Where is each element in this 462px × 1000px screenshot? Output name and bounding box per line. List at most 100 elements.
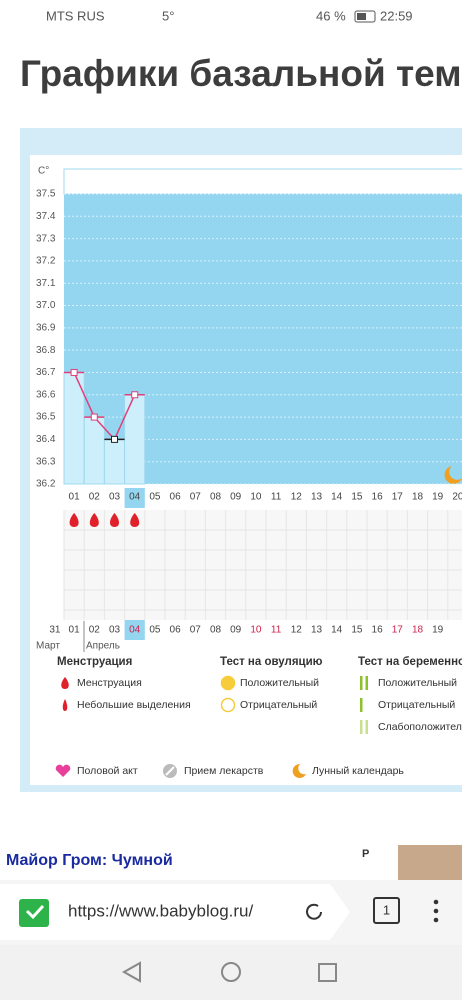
- recents-button[interactable]: [318, 963, 337, 982]
- month-label: Апрель: [86, 641, 120, 652]
- date-label: 16: [372, 625, 384, 636]
- legend-bar: [360, 720, 363, 734]
- y-tick-label: 36.5: [36, 412, 56, 423]
- x-tick-label: 08: [210, 492, 222, 503]
- date-label: 03: [109, 625, 121, 636]
- month-label: Март: [36, 641, 60, 652]
- date-label: 11: [271, 625, 282, 636]
- home-button[interactable]: [221, 962, 241, 982]
- battery-level: 46 %: [316, 8, 346, 23]
- plot-top: [63, 168, 462, 195]
- date-label: 13: [311, 625, 323, 636]
- date-label: 07: [190, 625, 202, 636]
- ad-title[interactable]: Майор Гром: Чумной: [6, 852, 173, 869]
- y-tick-label: 37.4: [36, 211, 56, 222]
- highlight-date: [124, 620, 145, 640]
- date-label: 09: [230, 625, 242, 636]
- date-label: 08: [210, 625, 222, 636]
- legend-item: Слабоположител: [378, 721, 462, 733]
- date-label: 05: [149, 625, 161, 636]
- y-axis-label: C°: [38, 166, 49, 177]
- x-tick-label: 09: [230, 492, 242, 503]
- url-field[interactable]: [0, 884, 350, 940]
- legend-title: Менструация: [57, 656, 132, 668]
- legend-title: Тест на беременно: [358, 656, 462, 668]
- tabs-button[interactable]: [373, 897, 400, 924]
- legend-item: Положительный: [240, 677, 319, 689]
- date-label: 06: [170, 625, 182, 636]
- date-label: 19: [432, 625, 444, 636]
- pill-line: [165, 766, 175, 776]
- y-tick-label: 37.0: [36, 300, 56, 311]
- menu-dot[interactable]: [433, 917, 439, 923]
- menu-dot[interactable]: [433, 908, 439, 914]
- ad-banner[interactable]: [0, 845, 462, 880]
- legend-item: Отрицательный: [378, 699, 455, 711]
- legend-title: Тест на овуляцию: [220, 656, 323, 668]
- nav-bar: [0, 945, 462, 1000]
- date-label: 17: [392, 625, 404, 636]
- heart-icon: [55, 764, 71, 777]
- x-tick-label: 17: [392, 492, 404, 503]
- point: [90, 413, 98, 421]
- date-label: 14: [331, 625, 343, 636]
- x-tick-label: 18: [412, 492, 424, 503]
- date-label: 01: [69, 625, 81, 636]
- temperature-column: [103, 438, 126, 485]
- ad-image[interactable]: [398, 845, 462, 880]
- url[interactable]: https://www.babyblog.ru/: [68, 901, 253, 920]
- menstruation-drop: [89, 513, 99, 527]
- lock-icon: [19, 899, 49, 927]
- legend-extra: Лунный календарь: [312, 765, 404, 777]
- legend-drop: [62, 699, 68, 711]
- carrier: MTS RUS: [46, 8, 105, 23]
- temperature-line: [73, 372, 136, 441]
- x-tick-label: 05: [149, 492, 161, 503]
- legend-drop: [61, 677, 69, 689]
- y-tick-label: 37.1: [36, 278, 56, 289]
- date-label: 12: [291, 625, 303, 636]
- menstruation-drop: [130, 513, 140, 527]
- y-tick-label: 36.9: [36, 322, 56, 333]
- lock-check: [25, 904, 45, 920]
- x-tick-label: 15: [351, 492, 363, 503]
- highlight-day: [124, 488, 145, 508]
- ad-badge: P: [362, 848, 369, 860]
- menstruation-drop: [110, 513, 119, 527]
- back-button[interactable]: [121, 961, 141, 983]
- x-tick-label: 14: [331, 492, 343, 503]
- legend-item: Менструация: [77, 677, 142, 689]
- y-tick-label: 37.2: [36, 256, 56, 267]
- legend-item: Положительный: [378, 677, 457, 689]
- moon-legend-icon: [292, 763, 306, 778]
- point: [131, 391, 139, 399]
- tab-count[interactable]: 1: [383, 902, 390, 917]
- x-tick-label: 19: [432, 492, 444, 503]
- legend-bar: [365, 676, 368, 690]
- legend-item: Небольшие выделения: [77, 699, 191, 711]
- date-label: 02: [89, 625, 101, 636]
- y-tick-label: 37.5: [36, 189, 56, 200]
- temperature-column: [124, 394, 146, 485]
- y-tick-label: 36.3: [36, 456, 56, 467]
- x-tick-label: 12: [291, 492, 303, 503]
- date-label: 18: [412, 625, 424, 636]
- point: [70, 368, 78, 376]
- date-label: 31: [49, 625, 61, 636]
- point: [111, 435, 118, 443]
- menu-dot[interactable]: [433, 899, 439, 905]
- reload-button[interactable]: [306, 903, 322, 920]
- clock: 22:59: [380, 8, 413, 23]
- legend-circle: [220, 697, 236, 713]
- x-tick-label: 04: [129, 492, 141, 503]
- x-tick-label: 06: [170, 492, 182, 503]
- x-tick-label: 01: [69, 492, 81, 503]
- y-tick-label: 36.2: [36, 479, 56, 490]
- legend-extra: Прием лекарств: [184, 765, 264, 777]
- status-bar: [0, 0, 462, 34]
- x-tick-label: 03: [109, 492, 121, 503]
- menstruation-drop: [69, 513, 79, 527]
- date-label: 10: [250, 625, 262, 636]
